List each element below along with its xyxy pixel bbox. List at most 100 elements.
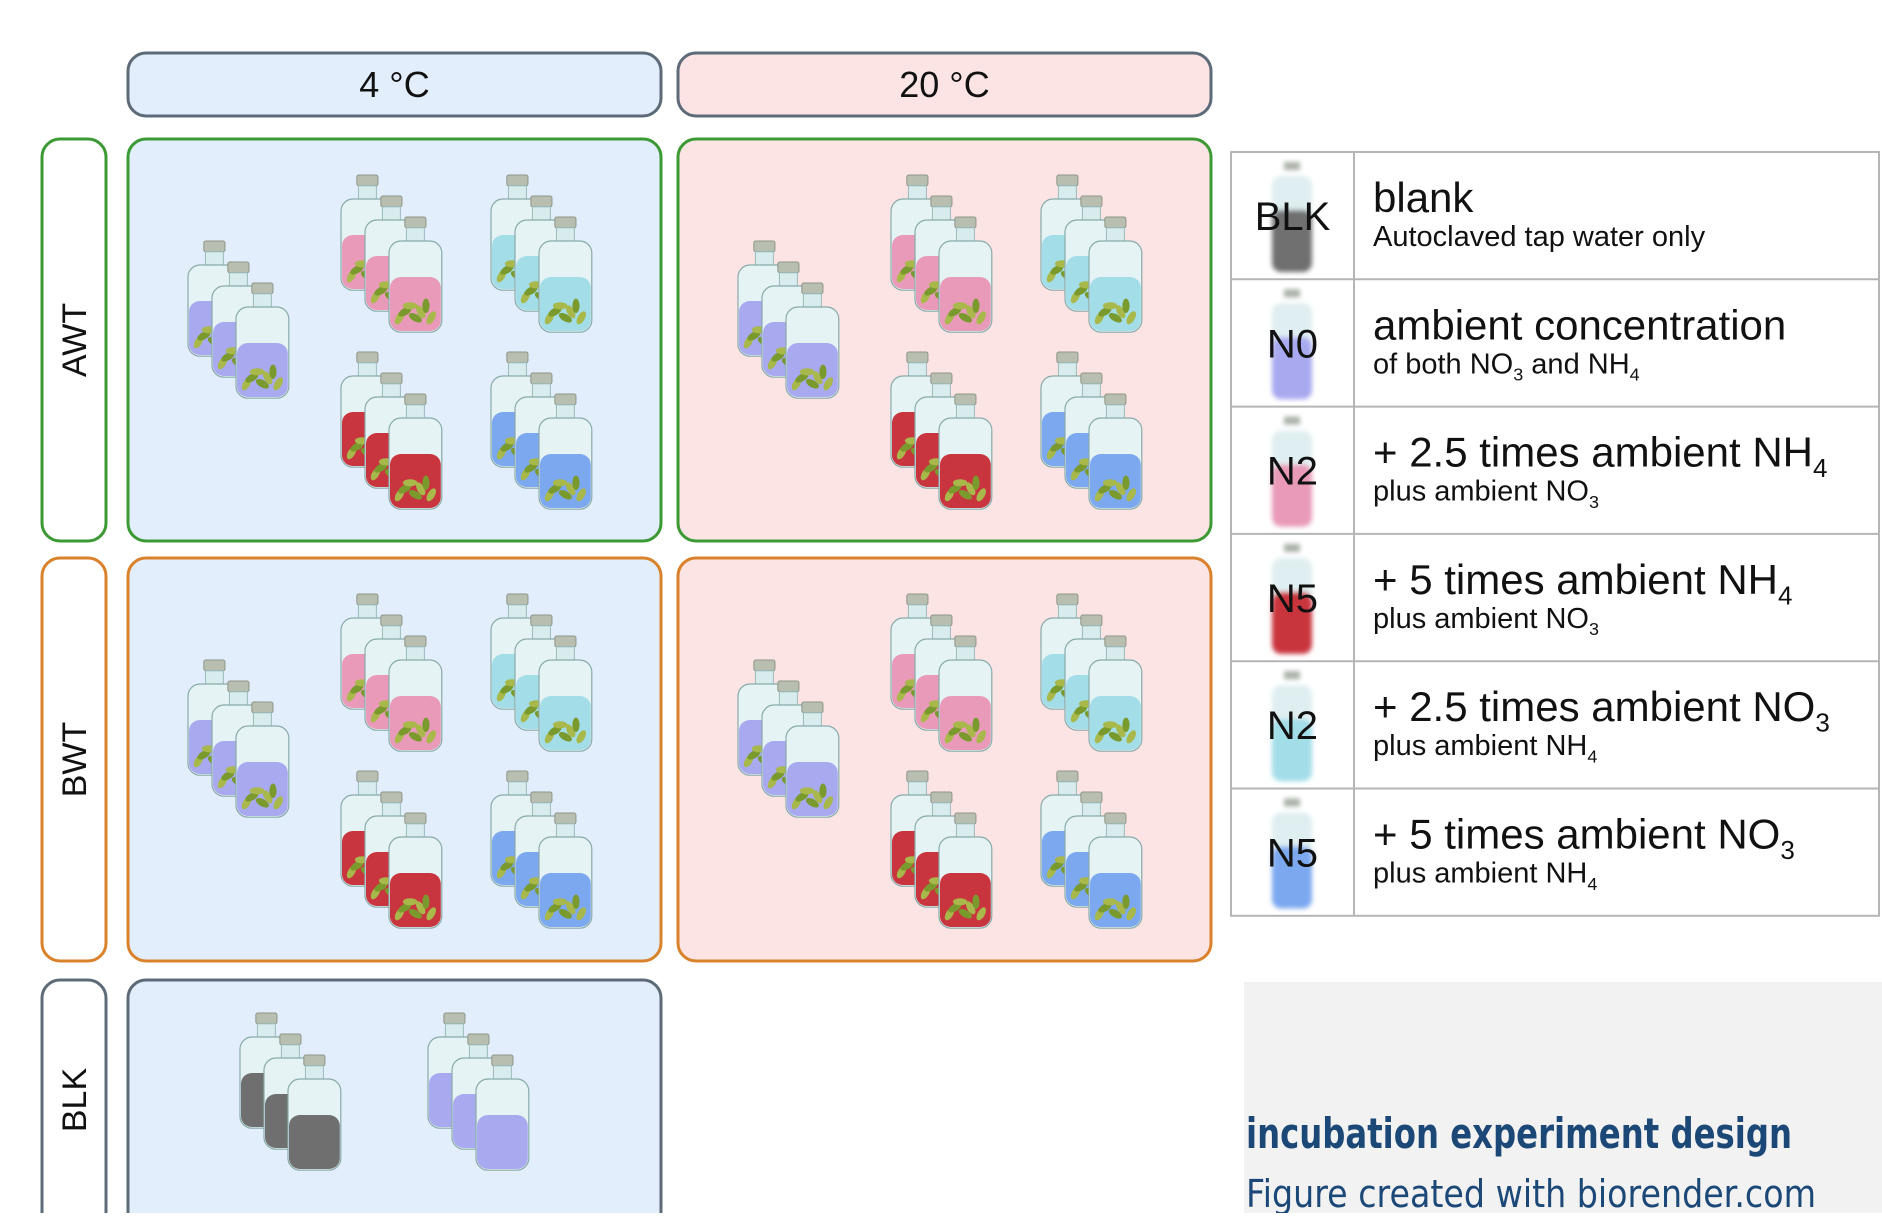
bottle-neck: [204, 251, 224, 267]
moss: [799, 787, 815, 795]
moss: [795, 792, 809, 802]
bottle-neck: [381, 383, 401, 399]
moss: [1108, 909, 1122, 919]
bottle-liquid: [477, 1115, 528, 1169]
icon-liquid: [1272, 337, 1312, 400]
icon-liquid: [1272, 210, 1312, 272]
bottle-neck: [555, 823, 575, 839]
icon-cap: [1284, 671, 1300, 680]
bottle-group: [239, 1012, 342, 1171]
moss: [249, 368, 265, 376]
moss: [900, 265, 914, 275]
bottle-liquid: [289, 1115, 340, 1169]
caption-panel: [1244, 982, 1882, 1213]
text-part: plus ambient NH: [1373, 858, 1587, 890]
bottle-neck: [1105, 646, 1125, 662]
moss: [273, 796, 284, 810]
legend-icon: [1272, 671, 1312, 782]
moss: [958, 490, 972, 500]
column-header: [126, 51, 663, 118]
moss: [500, 265, 514, 275]
bottle-cap: [1104, 635, 1127, 648]
bottle-cap: [906, 593, 929, 606]
moss: [426, 730, 437, 744]
bottle-cap: [906, 351, 929, 364]
moss: [948, 903, 962, 913]
moss: [1102, 721, 1118, 729]
bottle-group: [490, 593, 593, 752]
moss: [565, 724, 576, 738]
legend-code: N0: [1267, 322, 1318, 366]
moss: [572, 298, 580, 313]
moss: [1122, 475, 1130, 491]
moss: [1115, 901, 1126, 915]
moss: [823, 377, 834, 391]
moss: [422, 298, 430, 313]
moss: [221, 771, 235, 781]
bottle-cap: [404, 812, 427, 825]
moss: [972, 475, 980, 490]
moss: [819, 783, 827, 798]
moss: [524, 463, 538, 473]
moss: [924, 286, 938, 296]
moss: [408, 490, 422, 500]
bottle-cap: [251, 701, 274, 714]
bottle-neck: [304, 1065, 324, 1081]
bottle-cap: [954, 216, 977, 229]
bottle-cap: [356, 174, 379, 187]
moss: [924, 463, 938, 473]
moss: [576, 488, 587, 502]
bottle-cap: [506, 770, 529, 783]
bottle-cap: [1080, 791, 1103, 804]
text-part: + 2.5 times ambient NO: [1373, 683, 1815, 730]
legend-code: N2: [1267, 450, 1318, 494]
bottle-group: [890, 770, 993, 929]
moss: [350, 442, 364, 452]
bottle-cap: [303, 1054, 326, 1067]
moss: [958, 313, 972, 323]
moss: [415, 305, 426, 319]
moss: [398, 484, 412, 494]
legend-title: + 5 times ambient NO3: [1373, 811, 1795, 866]
bottle-group: [737, 659, 840, 818]
text-part: Autoclaved tap water only: [1373, 221, 1706, 253]
bottle-neck: [204, 670, 224, 686]
moss: [262, 790, 273, 804]
bottle-neck: [381, 802, 401, 818]
bottle-group: [890, 174, 993, 333]
bottle-neck: [955, 823, 975, 839]
bottle-cap: [380, 195, 403, 208]
moss: [823, 796, 834, 810]
moss: [948, 307, 962, 317]
bottle-neck: [802, 712, 822, 728]
moss: [812, 371, 823, 385]
icon-cap: [1284, 416, 1300, 425]
bottle-neck: [555, 404, 575, 420]
bottle-neck: [280, 1044, 300, 1060]
moss: [972, 298, 980, 313]
moss: [374, 463, 388, 473]
bottle-cap: [530, 372, 553, 385]
bottle-neck: [507, 362, 527, 378]
moss: [402, 479, 418, 487]
bottle-neck: [907, 185, 927, 201]
bottle-neck: [492, 1065, 512, 1081]
moss: [1050, 442, 1064, 452]
moss: [1074, 705, 1088, 715]
subscript: 3: [1513, 365, 1523, 385]
legend-icon: [1272, 162, 1312, 272]
moss: [819, 364, 827, 379]
bottle-cap: [777, 680, 800, 693]
moss: [1126, 488, 1137, 502]
moss: [524, 286, 538, 296]
bottle-cap: [380, 372, 403, 385]
moss: [1115, 482, 1126, 496]
moss: [565, 901, 576, 915]
moss: [1098, 307, 1112, 317]
bottle-cap: [554, 635, 577, 648]
moss: [500, 684, 514, 694]
subscript: 4: [1813, 453, 1827, 483]
bottle-neck: [931, 802, 951, 818]
moss: [422, 475, 430, 490]
moss: [948, 484, 962, 494]
